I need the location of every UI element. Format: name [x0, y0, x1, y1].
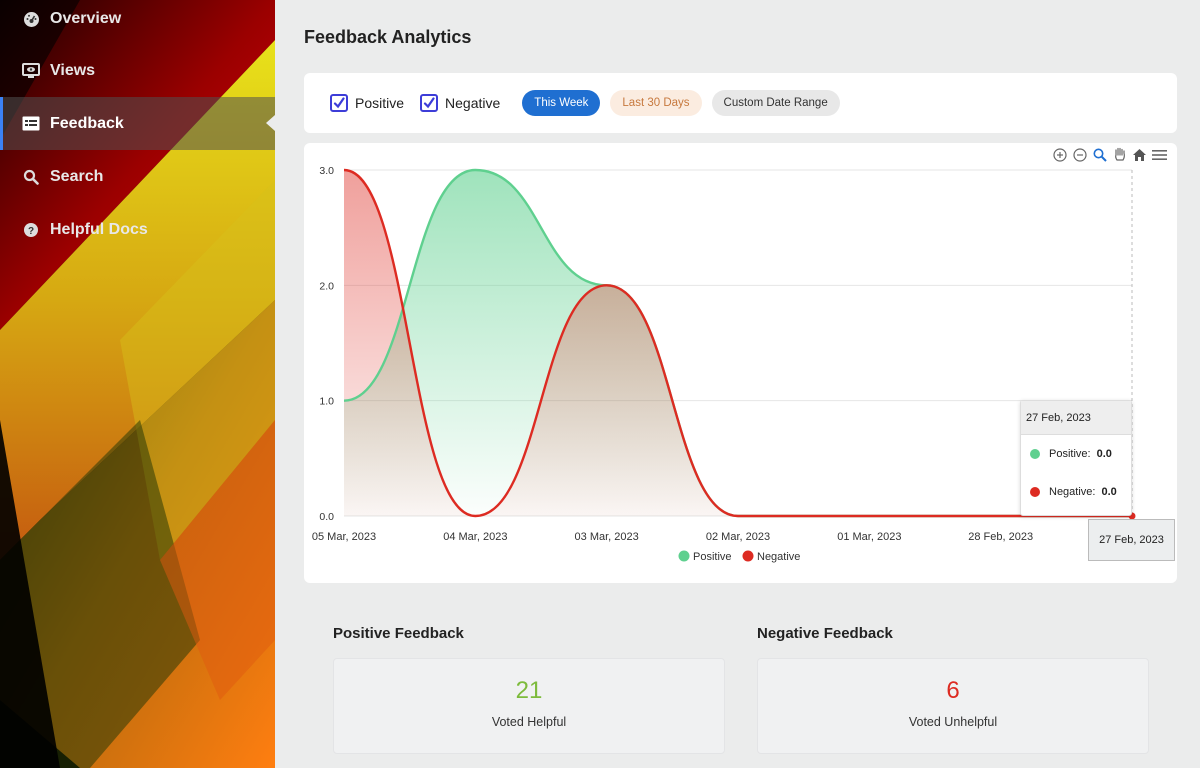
- chart-toolbar: [1052, 147, 1167, 162]
- tooltip-date: 27 Feb, 2023: [1021, 401, 1131, 435]
- monitor-icon: [22, 62, 40, 80]
- sidebar-item-feedback[interactable]: Feedback: [0, 97, 275, 150]
- tooltip-negative-label: Negative:: [1049, 486, 1096, 498]
- chart-card: 0.0 1.0 2.0 3.0 05 Mar, 2023 04 Mar, 2023 03 M…: [304, 143, 1177, 583]
- legend-marker: [678, 550, 690, 562]
- tooltip-positive-row: Positive: 0.0: [1021, 435, 1131, 473]
- last-30-days-button[interactable]: Last 30 Days: [610, 90, 702, 116]
- checkmark-icon: [420, 94, 439, 112]
- positive-count-label: Voted Helpful: [491, 715, 567, 729]
- x-tick-label: 04 Mar, 2023: [443, 531, 507, 543]
- custom-date-range-button[interactable]: Custom Date Range: [711, 90, 840, 116]
- negative-checkbox-label: Negative: [445, 95, 501, 111]
- x-tick-label: 03 Mar, 2023: [575, 531, 639, 543]
- dashboard-icon: [22, 10, 40, 28]
- negative-feedback-title: Negative Feedback: [757, 625, 893, 642]
- x-tick-label: 05 Mar, 2023: [312, 531, 376, 543]
- positive-feedback-title: Positive Feedback: [333, 625, 464, 642]
- positive-checkbox[interactable]: Positive: [330, 94, 404, 112]
- negative-checkbox[interactable]: Negative: [420, 94, 500, 112]
- search-icon: [22, 168, 40, 186]
- y-tick-label: 0.0: [319, 511, 334, 523]
- svg-text:?: ?: [28, 226, 34, 237]
- sidebar-item-label: Views: [50, 61, 96, 79]
- negative-count: 6: [946, 677, 960, 704]
- chart-tooltip: 27 Feb, 2023 Positive: 0.0 Negative: 0.0: [1020, 400, 1132, 516]
- x-tick-label: 01 Mar, 2023: [837, 531, 901, 543]
- negative-count-label: Voted Unhelpful: [908, 715, 998, 729]
- feedback-icon: [22, 115, 40, 133]
- sidebar-item-helpful-docs[interactable]: ? Helpful Docs: [0, 203, 275, 256]
- sidebar-item-views[interactable]: Views: [0, 44, 275, 97]
- y-tick-label: 2.0: [319, 280, 334, 292]
- x-tick-label: 28 Feb, 2023: [968, 531, 1033, 543]
- zoom-out-icon[interactable]: [1072, 147, 1087, 162]
- negative-area: [344, 170, 1132, 516]
- magnifier-icon[interactable]: [1092, 147, 1107, 162]
- sidebar-nav: Overview Views Feedback Search ? Helpful…: [0, 0, 275, 256]
- sidebar-item-label: Overview: [50, 10, 122, 27]
- positive-stat-card: 21 Voted Helpful: [333, 658, 725, 754]
- tooltip-negative-row: Negative: 0.0: [1021, 473, 1131, 511]
- pan-hand-icon[interactable]: [1112, 147, 1127, 162]
- legend-marker: [742, 550, 754, 562]
- tooltip-positive-label: Positive:: [1049, 448, 1091, 460]
- this-week-button[interactable]: This Week: [522, 90, 601, 116]
- help-icon: ?: [22, 221, 40, 239]
- filter-bar: Positive Negative This Week Last 30 Days…: [304, 73, 1177, 133]
- tooltip-positive-value: 0.0: [1096, 448, 1112, 460]
- positive-count: 21: [515, 677, 543, 704]
- tooltip-negative-value: 0.0: [1101, 486, 1117, 498]
- checkmark-icon: [330, 94, 348, 112]
- x-tick-label: 02 Mar, 2023: [706, 531, 770, 543]
- negative-stat-card: 6 Voted Unhelpful: [757, 658, 1149, 754]
- positive-checkbox-label: Positive: [355, 95, 405, 111]
- page-title: Feedback Analytics: [304, 27, 472, 47]
- sidebar-item-label: Search: [50, 167, 104, 185]
- sidebar-item-label: Feedback: [50, 114, 124, 132]
- zoom-in-icon[interactable]: [1052, 147, 1067, 162]
- legend-label: Positive: [693, 551, 732, 563]
- sidebar-item-overview[interactable]: Overview: [0, 0, 275, 44]
- sidebar-item-search[interactable]: Search: [0, 150, 275, 203]
- negative-dot-icon: [1030, 487, 1040, 497]
- home-icon[interactable]: [1132, 147, 1147, 162]
- sidebar: Overview Views Feedback Search ? Helpful…: [0, 0, 275, 768]
- sidebar-item-label: Helpful Docs: [50, 220, 148, 238]
- y-tick-label: 1.0: [319, 396, 334, 408]
- negative-series-line: [343, 168, 1132, 518]
- legend-label: Negative: [757, 551, 800, 563]
- xaxis-tooltip: 27 Feb, 2023: [1088, 519, 1175, 561]
- positive-dot-icon: [1030, 449, 1040, 459]
- y-tick-label: 3.0: [319, 165, 334, 177]
- menu-icon[interactable]: [1152, 147, 1167, 162]
- feedback-chart: 0.0 1.0 2.0 3.0 05 Mar, 2023 04 Mar, 2023 03 M…: [312, 165, 1136, 563]
- positive-area: [344, 170, 1132, 516]
